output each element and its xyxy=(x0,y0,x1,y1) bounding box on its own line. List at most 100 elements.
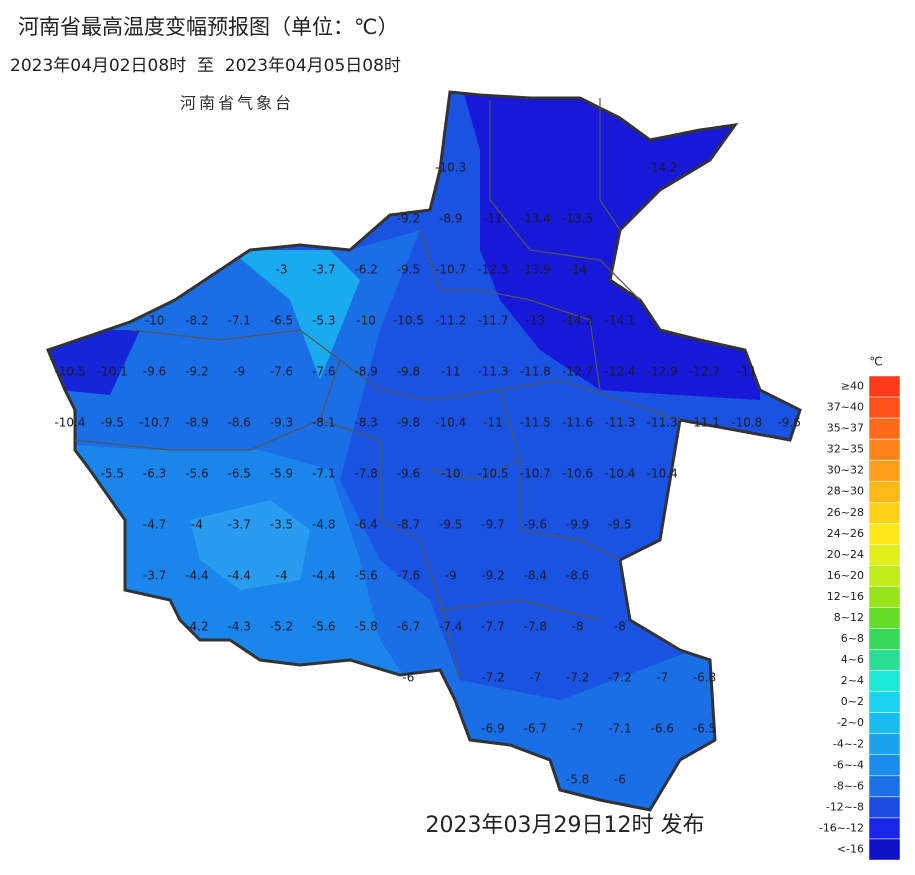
grid-value: -5.6 xyxy=(185,467,208,481)
grid-value: -6.5 xyxy=(270,314,293,328)
grid-value: -4.4 xyxy=(185,569,208,583)
grid-value: -7.8 xyxy=(354,467,377,481)
grid-value: -6.6 xyxy=(650,722,673,736)
grid-value: -3.5 xyxy=(270,518,293,532)
grid-value: -13.4 xyxy=(520,212,551,226)
grid-value: -10.4 xyxy=(647,467,678,481)
grid-value: -9.5 xyxy=(101,416,124,430)
grid-value: -4.3 xyxy=(227,620,250,634)
grid-value: -8 xyxy=(614,620,626,634)
grid-value: -8.3 xyxy=(354,416,377,430)
grid-value: -8 xyxy=(572,620,584,634)
grid-value: -10.8 xyxy=(731,416,762,430)
grid-value: -9.5 xyxy=(608,518,631,532)
legend-label: 12~16 xyxy=(827,590,864,603)
title: 河南省最高温度变幅预报图（单位：℃） xyxy=(18,15,399,39)
legend-label: -16~-12 xyxy=(819,821,864,834)
grid-value: -11 xyxy=(441,365,461,379)
legend-label: 6~8 xyxy=(841,632,864,645)
grid-value: -10.7 xyxy=(139,416,170,430)
grid-value: -7.6 xyxy=(270,365,293,379)
legend-label: 0~2 xyxy=(841,695,864,708)
grid-value: -11.2 xyxy=(435,314,466,328)
grid-value: -11 xyxy=(737,365,757,379)
legend-swatch xyxy=(868,586,901,608)
grid-value: -10.1 xyxy=(97,365,128,379)
publish-time: 2023年03月29日12时 发布 xyxy=(426,813,705,838)
legend-label: 16~20 xyxy=(827,569,864,582)
grid-value: -4.4 xyxy=(227,569,250,583)
grid-value: -14 xyxy=(568,263,588,277)
grid-value: -8.9 xyxy=(354,365,377,379)
grid-value: -10 xyxy=(356,314,376,328)
grid-value: -10.3 xyxy=(435,161,466,175)
legend-swatch xyxy=(868,417,901,440)
grid-value: -14.2 xyxy=(562,314,593,328)
grid-value: -10.6 xyxy=(562,467,593,481)
grid-value: -10 xyxy=(441,467,461,481)
grid-value: -7.2 xyxy=(566,671,589,685)
grid-value: -9.9 xyxy=(566,518,589,532)
legend-swatch xyxy=(868,502,901,524)
grid-value: -7.7 xyxy=(481,620,504,634)
legend-label: -12~-8 xyxy=(826,800,864,813)
grid-value: -7.1 xyxy=(608,722,631,736)
legend-swatch xyxy=(868,733,901,756)
grid-value: -10.7 xyxy=(435,263,466,277)
grid-value: -6.4 xyxy=(354,518,377,532)
grid-value: -9.2 xyxy=(397,212,420,226)
grid-value: -6.5 xyxy=(693,722,716,736)
grid-value: -5.8 xyxy=(566,773,589,787)
legend-swatch xyxy=(868,607,901,629)
legend-swatch xyxy=(868,649,901,671)
grid-value: -9.2 xyxy=(185,365,208,379)
grid-value: -12.7 xyxy=(562,365,593,379)
grid-value: -8.2 xyxy=(185,314,208,328)
legend-swatch xyxy=(868,838,901,861)
grid-value: -6.2 xyxy=(354,263,377,277)
legend-label: 20~24 xyxy=(827,548,864,561)
grid-value: -11.8 xyxy=(520,365,551,379)
legend-swatch xyxy=(868,523,901,545)
legend-label: -4~-2 xyxy=(833,737,864,750)
legend-label: -6~-4 xyxy=(833,758,864,771)
grid-value: -11.3 xyxy=(477,365,508,379)
legend-label: 24~26 xyxy=(827,527,864,540)
grid-value: -4.2 xyxy=(185,620,208,634)
grid-value: -7.1 xyxy=(312,467,335,481)
grid-value: -6.7 xyxy=(524,722,547,736)
grid-value: -5.6 xyxy=(354,569,377,583)
grid-value: -11 xyxy=(483,416,503,430)
legend-swatch xyxy=(868,691,901,713)
legend-label: 32~35 xyxy=(827,443,864,456)
legend-swatch xyxy=(868,396,901,419)
grid-values: -10.3 -14.2 -9.2 -8.9 -11 -13.4 -13.5 -3 -3.7 -6.… xyxy=(54,161,800,787)
grid-value: -3.7 xyxy=(227,518,250,532)
legend-label: ≥40 xyxy=(841,380,864,393)
grid-value: -5.8 xyxy=(354,620,377,634)
legend-label: 37~40 xyxy=(827,401,864,414)
grid-value: -8.6 xyxy=(227,416,250,430)
grid-value: -9.5 xyxy=(397,263,420,277)
grid-value: -7.6 xyxy=(312,365,335,379)
province-border xyxy=(45,90,802,812)
grid-value: -5.2 xyxy=(270,620,293,634)
grid-value: -4 xyxy=(276,569,288,583)
grid-value: -11.1 xyxy=(689,416,720,430)
grid-value: -9.5 xyxy=(439,518,462,532)
grid-value: -3.7 xyxy=(143,569,166,583)
legend-swatch xyxy=(868,796,901,819)
grid-value: -9 xyxy=(445,569,457,583)
legend-label: <-16 xyxy=(837,842,864,855)
grid-value: -7.6 xyxy=(397,569,420,583)
grid-value: -9.7 xyxy=(481,518,504,532)
legend: ≥40 37~40 35~37 32~35 30~32 28~30 26~28 24~26 20… xyxy=(819,375,901,861)
grid-value: -6.3 xyxy=(143,467,166,481)
legend-swatch xyxy=(868,670,901,692)
legend-label: 30~32 xyxy=(827,464,864,477)
grid-value: -13 xyxy=(525,314,545,328)
grid-value: -7.2 xyxy=(481,671,504,685)
zone xyxy=(190,500,310,590)
grid-value: -8.4 xyxy=(524,569,547,583)
